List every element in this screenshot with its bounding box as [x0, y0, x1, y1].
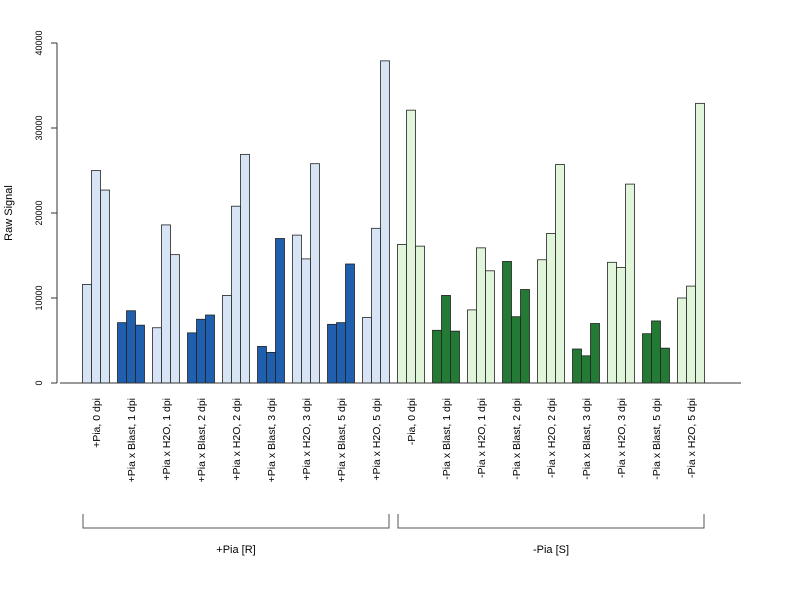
bar [537, 259, 547, 384]
bar [336, 322, 346, 384]
bar [170, 254, 180, 384]
x-tick-labels: +Pia, 0 dpi +Pia x Blast, 1 dpi +Pia x H2O… [91, 398, 698, 482]
x-tick-label: -Pia x Blast, 1 dpi [441, 398, 453, 480]
bar [625, 183, 635, 384]
bar [187, 332, 197, 384]
bar [117, 322, 127, 384]
bar [222, 295, 232, 384]
bars [82, 60, 705, 384]
bar [196, 318, 206, 384]
x-tick-label: -Pia x H2O, 3 dpi [616, 398, 628, 478]
x-tick-label: +Pia x Blast, 2 dpi [196, 398, 208, 482]
bar [362, 317, 372, 384]
bar [310, 163, 320, 384]
bar [581, 355, 591, 384]
bar [546, 232, 556, 384]
x-tick-label: +Pia x H2O, 2 dpi [231, 398, 243, 481]
x-tick-label: +Pia x Blast, 1 dpi [126, 398, 138, 482]
y-tick-label: 40000 [34, 30, 44, 55]
bar [660, 347, 670, 384]
bar [371, 227, 381, 384]
x-tick-label: -Pia x H2O, 5 dpi [686, 398, 698, 478]
bar [292, 234, 302, 384]
bar [441, 295, 451, 384]
x-tick-label: -Pia x H2O, 2 dpi [546, 398, 558, 478]
y-tick-label: 30000 [34, 115, 44, 140]
bar [590, 323, 600, 384]
x-tick-label: +Pia x Blast, 5 dpi [336, 398, 348, 482]
bar [607, 261, 617, 384]
bar [301, 258, 311, 384]
bar [520, 289, 530, 384]
bar [380, 60, 390, 384]
bar [82, 283, 92, 384]
bar [467, 309, 477, 384]
group-bracket [397, 514, 705, 529]
x-tick-label: -Pia x H2O, 1 dpi [476, 398, 488, 478]
bar [275, 238, 285, 384]
bar [91, 170, 101, 384]
bar [677, 297, 687, 384]
bar [406, 109, 416, 384]
bar [642, 333, 652, 384]
bar [240, 153, 250, 384]
group-brackets: +Pia [R] -Pia [S] [82, 514, 705, 556]
bar [100, 189, 110, 384]
y-tick-label: 0 [34, 380, 44, 385]
bar [616, 266, 626, 384]
group-label: +Pia [R] [216, 544, 255, 556]
bar [135, 324, 145, 384]
bar [695, 102, 705, 384]
bar [205, 314, 215, 384]
bar [397, 244, 407, 384]
x-tick-label: -Pia x Blast, 5 dpi [651, 398, 663, 480]
bar [432, 329, 442, 384]
bar [126, 310, 136, 384]
x-tick-label: +Pia x Blast, 3 dpi [266, 398, 278, 482]
bar [511, 316, 521, 384]
bar [152, 327, 162, 384]
bar [415, 245, 425, 384]
bar [257, 346, 267, 384]
bar [686, 285, 696, 384]
bar [555, 164, 565, 384]
bar [572, 348, 582, 384]
y-axis: 0 10000 20000 30000 40000 [34, 30, 58, 386]
x-tick-label: -Pia x Blast, 3 dpi [581, 398, 593, 480]
bar [266, 351, 276, 384]
y-tick-label: 10000 [34, 285, 44, 310]
bar [450, 330, 460, 384]
bar [485, 270, 495, 384]
x-tick-label: +Pia x H2O, 3 dpi [301, 398, 313, 481]
group-bracket [82, 514, 390, 529]
x-tick-label: -Pia, 0 dpi [406, 398, 418, 445]
x-tick-label: -Pia x Blast, 2 dpi [511, 398, 523, 480]
y-axis-label: Raw Signal [3, 185, 15, 241]
bar [651, 320, 661, 384]
bar [502, 261, 512, 384]
x-tick-label: +Pia x H2O, 1 dpi [161, 398, 173, 481]
bar [161, 224, 171, 384]
group-label: -Pia [S] [533, 544, 569, 556]
y-tick-label: 20000 [34, 200, 44, 225]
bar [345, 263, 355, 384]
bar [476, 247, 486, 384]
x-tick-label: +Pia, 0 dpi [91, 398, 103, 448]
x-tick-label: +Pia x H2O, 5 dpi [371, 398, 383, 481]
bar [231, 205, 241, 384]
bar [327, 323, 337, 384]
